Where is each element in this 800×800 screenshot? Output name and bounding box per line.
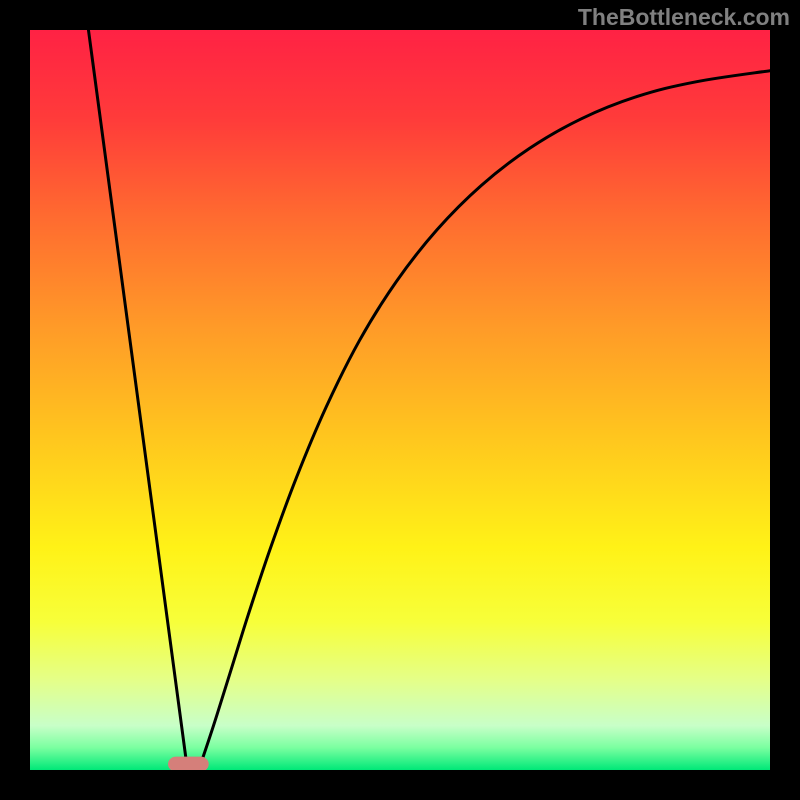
watermark-text: TheBottleneck.com xyxy=(578,4,790,31)
bottleneck-chart xyxy=(30,30,770,770)
chart-container: TheBottleneck.com xyxy=(0,0,800,800)
optimal-marker xyxy=(168,757,209,770)
plot-area xyxy=(30,30,770,770)
gradient-background xyxy=(30,30,770,770)
